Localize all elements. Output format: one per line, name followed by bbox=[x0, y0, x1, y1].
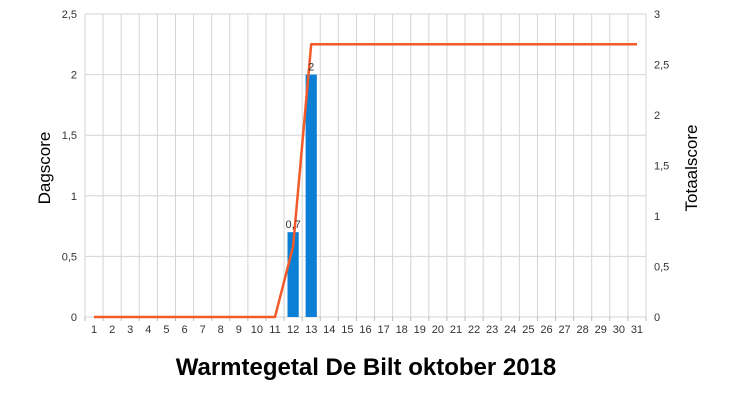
right-y-tick-label: 3 bbox=[654, 9, 660, 21]
x-tick-label: 15 bbox=[341, 324, 353, 336]
x-tick-label: 27 bbox=[558, 324, 570, 336]
x-tick-label: 16 bbox=[359, 324, 371, 336]
line-totaalscore bbox=[94, 43, 637, 319]
x-tick-label: 10 bbox=[251, 324, 263, 336]
x-tick-label: 1 bbox=[91, 324, 97, 336]
x-tick-label: 26 bbox=[540, 324, 552, 336]
x-tick-label: 30 bbox=[613, 324, 625, 336]
x-tick-label: 9 bbox=[236, 324, 242, 336]
x-tick-label: 2 bbox=[109, 324, 115, 336]
x-tick-label: 5 bbox=[163, 324, 169, 336]
x-tick-label: 25 bbox=[522, 324, 534, 336]
x-tick-label: 24 bbox=[504, 324, 516, 336]
bar-day-13 bbox=[305, 74, 317, 317]
left-y-tick-label: 1 bbox=[71, 191, 77, 203]
x-tick-label: 14 bbox=[323, 324, 335, 336]
data-label-day-12: 0,7 bbox=[285, 219, 300, 231]
left-y-tick-label: 1,5 bbox=[62, 130, 77, 142]
x-tick-labels: 1 2 3 4 5 6 7 8 9 10 11 12 13 14 15 16 17 18 19 20 21 22 23 24 2… bbox=[91, 324, 643, 336]
data-labels: 0,72 bbox=[285, 62, 314, 232]
x-tick-label: 13 bbox=[305, 324, 317, 336]
right-y-tick-label: 1,5 bbox=[654, 161, 669, 173]
x-tick-label: 28 bbox=[577, 324, 589, 336]
right-y-tick-label: 2 bbox=[654, 110, 660, 122]
total-line bbox=[94, 43, 637, 319]
grid bbox=[84, 13, 647, 321]
x-tick-label: 6 bbox=[181, 324, 187, 336]
x-tick-label: 22 bbox=[468, 324, 480, 336]
right-y-tick-label: 0 bbox=[654, 312, 660, 324]
x-tick-label: 23 bbox=[486, 324, 498, 336]
x-tick-label: 17 bbox=[377, 324, 389, 336]
right-y-tick-label: 2,5 bbox=[654, 60, 669, 72]
chart-title: Warmtegetal De Bilt oktober 2018 bbox=[176, 354, 557, 381]
x-tick-label: 11 bbox=[269, 324, 280, 336]
x-tick-label: 18 bbox=[396, 324, 408, 336]
left-y-tick-label: 2 bbox=[71, 70, 77, 82]
left-y-tick-label: 0 bbox=[71, 312, 77, 324]
x-tick-label: 21 bbox=[450, 324, 462, 336]
bar-day-12 bbox=[287, 232, 299, 317]
left-y-tick-label: 0,5 bbox=[62, 251, 77, 263]
left-y-tick-labels: 0 0,5 1 1,5 2 2,5 bbox=[62, 9, 77, 324]
data-label-day-13: 2 bbox=[308, 62, 314, 74]
x-tick-label: 4 bbox=[145, 324, 151, 336]
x-tick-label: 3 bbox=[127, 324, 133, 336]
x-tick-label: 7 bbox=[200, 324, 206, 336]
right-y-tick-label: 0,5 bbox=[654, 262, 669, 274]
bars bbox=[287, 74, 317, 317]
left-axis-title: Dagscore bbox=[35, 132, 54, 205]
x-tick-label: 31 bbox=[631, 324, 643, 336]
left-y-tick-label: 2,5 bbox=[62, 9, 77, 21]
right-y-tick-label: 1 bbox=[654, 211, 660, 223]
right-axis-title: Totaalscore bbox=[682, 125, 701, 212]
x-tick-label: 12 bbox=[287, 324, 299, 336]
x-tick-label: 20 bbox=[432, 324, 444, 336]
x-tick-label: 29 bbox=[595, 324, 607, 336]
x-tick-label: 19 bbox=[414, 324, 426, 336]
x-tick-label: 8 bbox=[218, 324, 224, 336]
right-y-tick-labels: 0 0,5 1 1,5 2 2,5 3 bbox=[654, 9, 669, 324]
